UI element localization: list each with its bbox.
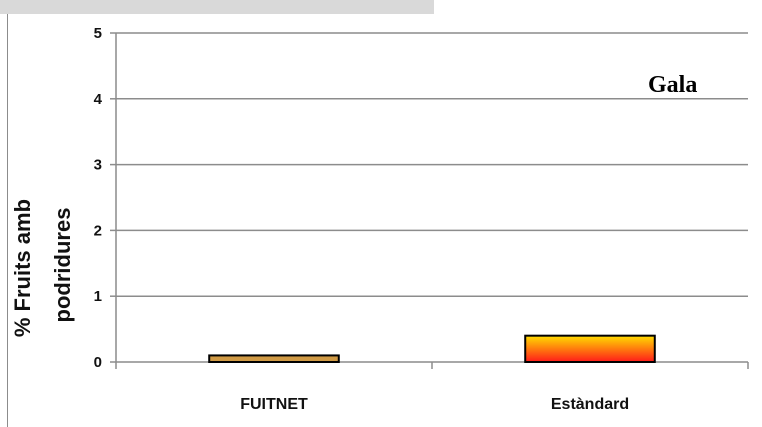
top-strip (0, 0, 434, 14)
y-tick-label-4: 4 (94, 91, 103, 108)
gridlines (110, 32, 748, 363)
y-tick-label-1: 1 (94, 288, 102, 305)
category-labels: FUITNET Estàndard (240, 396, 629, 413)
y-tick-label-3: 3 (94, 157, 102, 174)
y-tick-label-5: 5 (94, 25, 102, 42)
y-tick-label-0: 0 (94, 354, 102, 371)
chart-frame (7, 14, 762, 427)
bar-estàndard (524, 334, 656, 363)
bar-fuitnet (208, 354, 340, 364)
chart-annotation: Gala (648, 72, 697, 98)
category-label-estàndard: Estàndard (551, 396, 629, 413)
y-tick-labels: 0 1 2 3 4 5 (94, 25, 103, 371)
bars (208, 334, 656, 364)
y-axis-label: % Fruits amb podridures (10, 193, 75, 337)
category-label-fuitnet: FUITNET (240, 396, 308, 413)
y-tick-label-2: 2 (94, 222, 102, 239)
